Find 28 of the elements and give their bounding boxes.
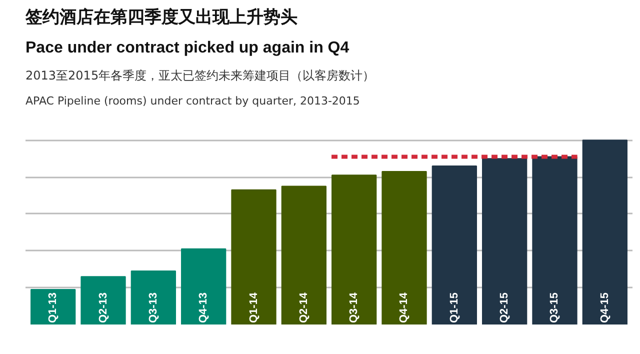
x-tick-label: Q3-15 [548, 292, 561, 324]
bar [382, 170, 427, 324]
x-tick-label: Q1-14 [248, 292, 260, 324]
x-tick-label: Q4-14 [398, 292, 410, 324]
chart-subtitle: Pace under contract picked up again in Q4 [26, 40, 350, 56]
bar [482, 158, 528, 324]
bar [231, 189, 276, 324]
bar [332, 174, 377, 324]
bar [181, 248, 226, 324]
bar [582, 140, 628, 324]
bar [432, 165, 477, 324]
chart-title: 签约酒店在第四季度又出现上升势头 [24, 8, 298, 28]
x-tick-label: Q2-13 [97, 292, 110, 324]
x-tick-label: Q4-13 [198, 292, 210, 324]
text: APAC Pipeline (rooms) under contract by quarter, 2013-2015 [26, 94, 360, 108]
x-tick-label: Q1-15 [448, 292, 460, 324]
x-tick-label: Q3-13 [147, 292, 160, 324]
x-tick-label: Q1-13 [47, 292, 60, 324]
x-tick-label: Q3-14 [348, 292, 360, 324]
x-tick-label: Q2-15 [498, 292, 511, 324]
bar [532, 156, 578, 324]
bar [130, 270, 176, 324]
text: 2013至2015年各季度，亚太已签约未来筹建项目（以客房数计） [26, 68, 375, 82]
bar [30, 288, 76, 324]
x-tick-label: Q2-14 [298, 292, 310, 324]
bar [281, 186, 326, 324]
x-tick-label: Q4-15 [598, 292, 611, 324]
bar [80, 276, 126, 324]
